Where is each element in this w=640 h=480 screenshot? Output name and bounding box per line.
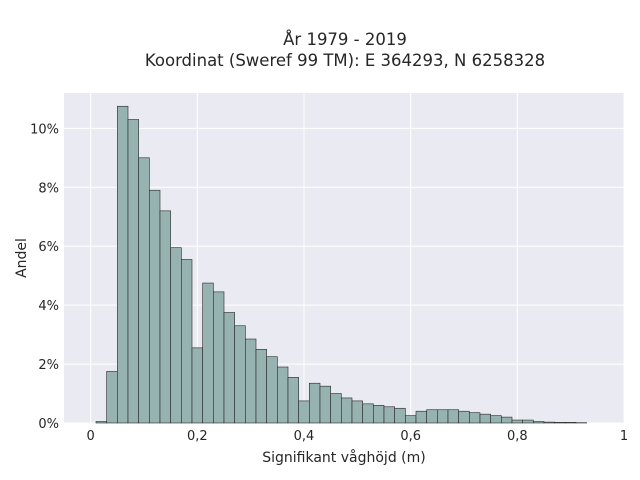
histogram-bar [298,400,310,424]
histogram-bar [213,291,225,424]
histogram-bar [234,325,246,424]
histogram-bar [533,421,545,424]
histogram-bar [309,382,321,424]
histogram-bar [181,259,193,424]
histogram-bar [191,347,203,424]
histogram-bar [511,419,523,424]
histogram-bar [117,105,129,424]
histogram-bar [501,416,513,424]
histogram-bar [447,409,459,424]
histogram-bar [437,409,449,424]
histogram-bar [351,400,363,424]
tick-layer: 0 0,2 0,4 0,6 0,8 10%2%4%6%8%10% [30,122,628,444]
y-tick-label: 10% [30,122,59,137]
histogram-bar [127,119,139,424]
histogram-bar [405,415,417,424]
y-tick-label: 6% [38,240,59,255]
histogram-bar [554,422,566,424]
bar-layer [95,105,587,424]
histogram-bar [394,407,406,424]
histogram-bar [106,371,118,424]
histogram-bar [373,405,385,424]
histogram-bar [469,412,481,424]
histogram-bar [202,282,214,424]
x-tick-label: 0,6 [400,429,421,444]
histogram-bar [223,312,235,424]
histogram-bar [245,338,257,424]
histogram-bar [287,377,299,424]
histogram-bar [415,410,427,424]
x-tick-label: 0 [87,429,95,444]
y-tick-label: 4% [38,299,59,314]
y-tick-label: 0% [38,417,59,432]
x-tick-label: 0,2 [187,429,208,444]
chart-title-line1: År 1979 - 2019 [283,30,407,49]
histogram-bar [479,413,491,424]
histogram-bar [341,397,353,424]
histogram-bar [319,385,331,424]
histogram-bar [330,393,342,424]
y-tick-label: 8% [38,181,59,196]
histogram-bar [149,189,161,424]
x-axis-label: Signifikant våghöjd (m) [262,449,425,466]
histogram-bar [255,349,267,424]
histogram-bar [266,356,278,424]
histogram-bar [95,421,107,424]
x-tick-label: 1 [620,429,628,444]
histogram-bar [522,419,534,424]
y-tick-label: 2% [38,358,59,373]
histogram-bar [138,157,150,424]
chart-title-line2: Koordinat (Sweref 99 TM): E 364293, N 62… [145,51,545,70]
x-tick-label: 0,8 [507,429,528,444]
x-tick-label: 0,4 [294,429,315,444]
histogram-bar [490,415,502,424]
histogram-bar [543,421,555,424]
histogram-bar [170,247,182,424]
histogram-bar [159,210,171,424]
histogram-bar [458,410,470,424]
histogram-bar [426,409,438,424]
histogram-bar [565,422,577,424]
histogram-bar [383,406,395,424]
y-axis-label: Andel [14,238,30,278]
histogram-bar [277,366,289,424]
histogram-bar [362,403,374,424]
